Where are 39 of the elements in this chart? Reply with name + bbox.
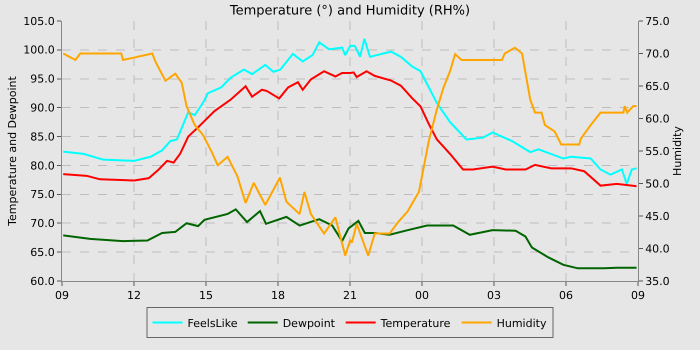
y2-tick-label: 40.0 xyxy=(645,242,670,256)
x-tick-label: 21 xyxy=(343,289,357,302)
y-tick-label: 105.0 xyxy=(23,14,55,28)
y2-tick-label: 55.0 xyxy=(645,144,670,158)
chart-title: Temperature (°) and Humidity (RH%) xyxy=(228,3,470,18)
line-series xyxy=(62,70,638,188)
y-tick-label: 80.0 xyxy=(30,159,55,172)
x-tick-label: 03 xyxy=(487,289,501,302)
line-series xyxy=(62,38,638,185)
line-series xyxy=(62,46,638,257)
y-axis-title: Temperature and Dewpoint xyxy=(6,75,19,227)
y2-tick-label: 60.0 xyxy=(645,112,670,126)
x-tick-label: 15 xyxy=(199,289,213,302)
y2-tick-label: 65.0 xyxy=(645,80,670,93)
x-tick-label: 18 xyxy=(271,289,285,302)
y-tick-label: 85.0 xyxy=(30,130,55,144)
legend-label: FeelsLike xyxy=(188,316,238,330)
legend-label: Humidity xyxy=(496,316,547,330)
y-tick-label: 60.0 xyxy=(30,274,55,288)
x-tick-label: 09 xyxy=(631,289,645,302)
legend-label: Dewpoint xyxy=(282,316,336,330)
y2-tick-label: 35.0 xyxy=(645,274,670,288)
y-tick-label: 95.0 xyxy=(30,72,55,86)
x-tick-label: 00 xyxy=(415,289,429,302)
y2-tick-label: 45.0 xyxy=(645,210,670,223)
y-tick-label: 90.0 xyxy=(30,102,55,115)
x-tick-label: 09 xyxy=(55,289,69,302)
y2-tick-label: 70.0 xyxy=(645,47,670,60)
x-tick-label: 12 xyxy=(127,289,141,302)
y2-tick-label: 75.0 xyxy=(645,14,670,28)
y2-tick-label: 50.0 xyxy=(645,177,670,190)
legend-label: Temperature xyxy=(380,316,451,330)
x-tick-label: 06 xyxy=(559,289,573,302)
line-series xyxy=(62,208,638,270)
y-tick-label: 65.0 xyxy=(30,246,55,259)
y-tick-label: 70.0 xyxy=(30,217,55,230)
y-tick-label: 100.0 xyxy=(23,44,55,57)
y2-axis-title: Humidity xyxy=(670,126,684,176)
y-tick-label: 75.0 xyxy=(30,188,55,202)
